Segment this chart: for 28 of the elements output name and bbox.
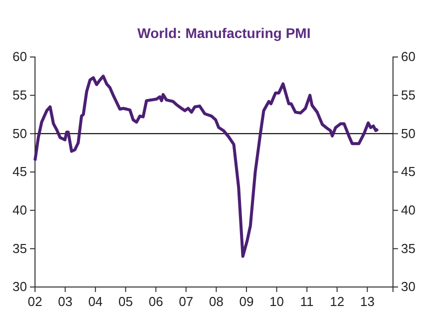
y2-tick-label: 45 bbox=[401, 164, 416, 180]
line-series bbox=[34, 74, 380, 258]
y-tick-label: 30 bbox=[12, 279, 27, 294]
chart-title: World: Manufacturing PMI bbox=[137, 25, 311, 41]
y2-tick-label: 50 bbox=[401, 126, 416, 141]
x-tick-label: 04 bbox=[88, 294, 103, 310]
x-tick-label: 06 bbox=[148, 294, 164, 310]
y2-tick-label: 55 bbox=[401, 87, 416, 102]
y-tick-label: 50 bbox=[12, 126, 27, 141]
y-tick-label: 60 bbox=[12, 49, 27, 64]
x-tick-label: 12 bbox=[330, 294, 344, 310]
y-tick-label: 45 bbox=[12, 164, 27, 180]
x-tick-label: 02 bbox=[28, 294, 42, 310]
y-tick-label: 40 bbox=[12, 202, 27, 218]
x-tick-label: 10 bbox=[269, 294, 284, 310]
x-tick-label: 09 bbox=[239, 294, 254, 310]
x-tick-label: 08 bbox=[209, 294, 224, 310]
x-tick-label: 11 bbox=[300, 294, 314, 310]
y2-tick-label: 60 bbox=[401, 49, 416, 64]
y-tick-label: 35 bbox=[12, 240, 27, 256]
y-tick-label: 55 bbox=[12, 87, 27, 102]
y2-tick-label: 35 bbox=[401, 240, 416, 256]
y2-tick-label: 40 bbox=[401, 202, 416, 218]
x-tick-label: 03 bbox=[58, 294, 72, 310]
x-tick-label: 07 bbox=[178, 294, 194, 310]
x-tick-label: 05 bbox=[118, 294, 133, 310]
y2-tick-label: 30 bbox=[401, 279, 416, 294]
x-tick-label: 13 bbox=[360, 294, 375, 310]
